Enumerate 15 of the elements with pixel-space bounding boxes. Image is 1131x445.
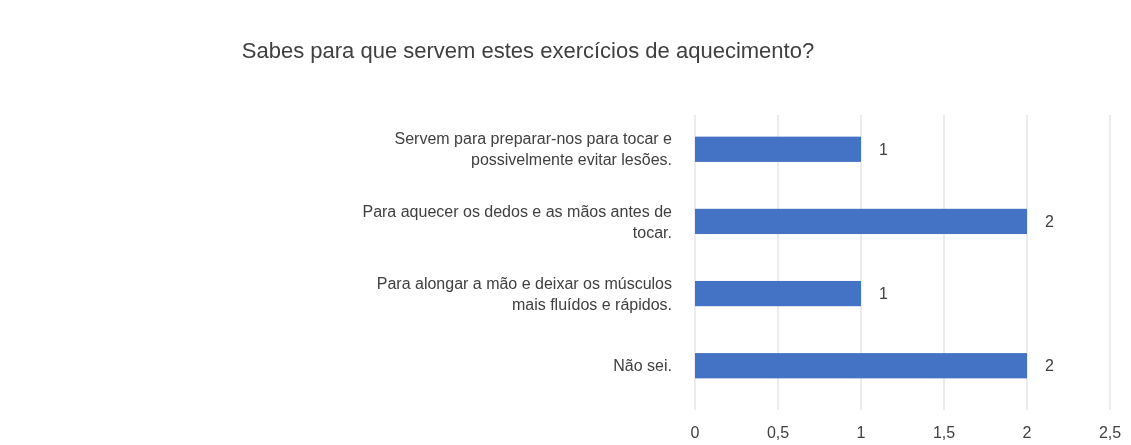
y-tick-label: Para aquecer os dedos e as mãos antes de tocar. [362, 202, 673, 241]
x-tick-label: 0 [690, 424, 700, 441]
x-tick-label: 1 [856, 424, 866, 441]
data-label: 2 [1045, 213, 1054, 231]
y-tick-label: Servem para preparar-nos para tocar e possivelmente evitar lesões. [394, 130, 673, 169]
x-tick-label: 0,5 [766, 424, 790, 441]
x-tick-label: 2 [1022, 424, 1032, 441]
data-label: 2 [1045, 357, 1054, 375]
x-tick-label: 1,5 [932, 424, 956, 441]
y-tick-label: Para alongar a mão e deixar os músculos mais fluídos e rápidos. [376, 274, 672, 313]
x-tick-label: 2,5 [1098, 424, 1122, 441]
y-tick-label: Não sei. [613, 357, 672, 375]
data-label: 1 [879, 140, 888, 158]
data-label: 1 [879, 285, 888, 303]
chart-title: Sabes para que servem estes exercícios de aquecimento? [241, 38, 815, 63]
